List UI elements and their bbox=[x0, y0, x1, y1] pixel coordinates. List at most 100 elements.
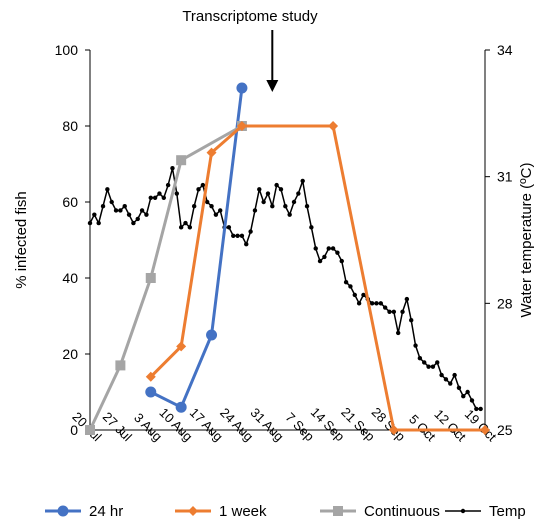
data-point bbox=[165, 182, 171, 188]
data-point bbox=[287, 212, 292, 217]
y-left-tick-label: 60 bbox=[62, 194, 78, 210]
legend-item: 1 week bbox=[175, 503, 267, 520]
data-point bbox=[226, 225, 232, 230]
data-point bbox=[417, 356, 423, 361]
y-right-tick-label: 28 bbox=[497, 295, 513, 311]
data-point bbox=[322, 254, 327, 260]
annotation-arrow bbox=[266, 30, 279, 92]
x-tick-label: 24 Aug bbox=[217, 405, 256, 444]
data-point bbox=[122, 204, 127, 209]
data-point bbox=[387, 309, 392, 314]
data-point bbox=[452, 372, 457, 378]
x-tick-label: 31 Aug bbox=[248, 405, 287, 444]
data-point bbox=[176, 155, 187, 166]
data-point bbox=[265, 191, 271, 196]
legend-label: Continuous bbox=[364, 503, 440, 520]
y-axis-left-label: % infected fish bbox=[13, 191, 30, 289]
data-point bbox=[400, 309, 405, 314]
data-point bbox=[206, 329, 218, 341]
annotation-text: Transcriptome study bbox=[182, 8, 318, 25]
data-point bbox=[404, 296, 410, 302]
x-tick-label: 27 Jul bbox=[100, 409, 135, 444]
series-temp bbox=[87, 166, 483, 412]
data-point bbox=[109, 199, 114, 205]
data-point bbox=[352, 292, 357, 298]
data-point bbox=[348, 284, 353, 289]
x-tick-label: 19 Oct bbox=[462, 406, 500, 444]
data-point bbox=[422, 360, 427, 365]
data-point bbox=[378, 301, 384, 306]
legend-swatch-marker bbox=[460, 508, 466, 514]
data-point bbox=[148, 195, 153, 200]
data-point bbox=[409, 318, 414, 323]
arrow-head bbox=[266, 80, 279, 92]
data-point bbox=[257, 187, 262, 192]
data-point bbox=[174, 191, 180, 196]
data-point bbox=[206, 147, 217, 158]
data-point bbox=[235, 233, 240, 238]
data-point bbox=[191, 204, 197, 209]
legend-item: Temp bbox=[445, 503, 526, 520]
y-right-tick-label: 34 bbox=[497, 42, 513, 58]
data-point bbox=[131, 220, 136, 226]
data-point bbox=[395, 330, 401, 336]
series-line bbox=[150, 87, 244, 409]
y-left-tick-label: 20 bbox=[62, 346, 78, 362]
data-point bbox=[92, 212, 97, 217]
data-point bbox=[465, 389, 470, 395]
data-point bbox=[170, 166, 175, 171]
data-point bbox=[270, 204, 275, 209]
data-point bbox=[356, 301, 362, 306]
data-point bbox=[176, 341, 187, 352]
series-line bbox=[149, 124, 485, 432]
data-point bbox=[126, 212, 132, 217]
data-point bbox=[426, 364, 431, 369]
series-1-week bbox=[145, 121, 490, 435]
data-point bbox=[183, 220, 188, 226]
data-point bbox=[135, 216, 140, 222]
data-point bbox=[474, 406, 479, 412]
data-point bbox=[330, 246, 336, 251]
y-left-tick-label: 0 bbox=[70, 422, 78, 438]
y-left-tick-label: 80 bbox=[62, 118, 78, 134]
y-right-tick-label: 25 bbox=[497, 422, 513, 438]
data-point bbox=[274, 182, 279, 188]
data-point bbox=[300, 178, 305, 184]
data-point bbox=[369, 301, 375, 306]
data-point bbox=[113, 208, 119, 213]
data-point bbox=[87, 220, 93, 226]
data-point bbox=[236, 82, 248, 94]
data-point bbox=[161, 195, 166, 200]
data-point bbox=[209, 204, 214, 209]
data-point bbox=[157, 191, 162, 196]
data-point bbox=[478, 406, 483, 412]
data-point bbox=[118, 208, 123, 213]
data-point bbox=[374, 301, 379, 306]
legend-label: 24 hr bbox=[89, 503, 123, 520]
data-point bbox=[326, 246, 331, 251]
data-point bbox=[317, 258, 323, 264]
data-point bbox=[469, 398, 475, 403]
data-point bbox=[187, 225, 193, 230]
data-point bbox=[439, 372, 444, 378]
data-point bbox=[413, 343, 418, 348]
data-point bbox=[200, 182, 206, 188]
data-point bbox=[105, 187, 110, 192]
legend-item: Continuous bbox=[320, 503, 440, 520]
data-point bbox=[248, 229, 253, 234]
data-point bbox=[391, 309, 397, 314]
y-axis-right-label: Water temperature (ºC) bbox=[518, 163, 535, 318]
data-point bbox=[145, 273, 156, 283]
legend-item: 24 hr bbox=[45, 503, 123, 520]
data-point bbox=[204, 199, 210, 205]
data-point bbox=[152, 195, 158, 200]
data-point bbox=[388, 425, 399, 435]
data-point bbox=[115, 360, 126, 371]
data-point bbox=[261, 199, 266, 205]
x-tick-label: 17 Aug bbox=[187, 405, 226, 444]
y-left-tick-label: 100 bbox=[55, 42, 79, 58]
legend-label: 1 week bbox=[219, 503, 267, 520]
data-point bbox=[139, 208, 145, 213]
legend-label: Temp bbox=[489, 503, 526, 520]
